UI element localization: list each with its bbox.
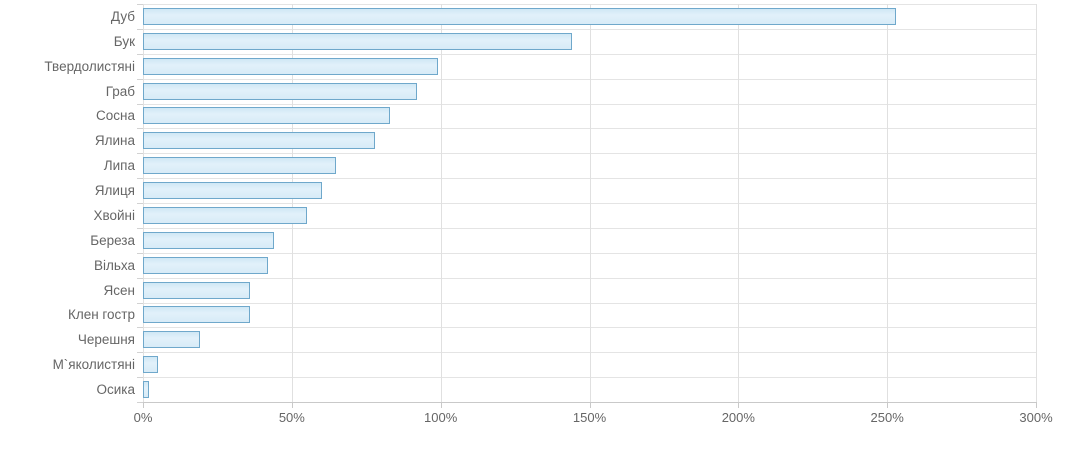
chart-bar[interactable] xyxy=(143,356,158,374)
x-axis-label: 100% xyxy=(424,410,458,425)
y-axis-tick xyxy=(137,302,143,304)
chart-bar[interactable] xyxy=(143,206,307,224)
chart-bar[interactable] xyxy=(143,381,149,399)
chart-bar[interactable] xyxy=(143,231,274,249)
x-axis-tick xyxy=(143,402,144,408)
y-axis-label: Ясен xyxy=(103,282,135,298)
y-axis-label: Хвойні xyxy=(93,207,135,223)
y-axis-label: Береза xyxy=(90,232,135,248)
y-axis-tick xyxy=(137,327,143,329)
y-axis-label: Осика xyxy=(96,382,135,398)
y-axis-tick xyxy=(137,227,143,229)
x-axis-tick xyxy=(887,402,889,408)
y-axis-label: М`яколистяні xyxy=(52,357,135,373)
chart-bar[interactable] xyxy=(143,7,897,25)
chart-bar[interactable] xyxy=(143,82,417,100)
y-axis-tick xyxy=(137,4,143,5)
y-axis-tick xyxy=(137,277,143,279)
vertical-gridline xyxy=(738,4,740,402)
y-axis-label: Клен гостр xyxy=(67,307,135,323)
y-axis-label: Ялина xyxy=(94,133,135,149)
y-axis-label: Липа xyxy=(103,158,135,174)
x-axis-label: 200% xyxy=(721,410,755,425)
chart-bar[interactable] xyxy=(143,57,438,75)
y-axis-label: Бук xyxy=(113,33,135,49)
vertical-gridline xyxy=(440,4,442,402)
x-axis-tick xyxy=(1036,402,1037,408)
y-axis-label: Черешня xyxy=(77,332,135,348)
chart-bar[interactable] xyxy=(143,281,251,299)
chart-bar[interactable] xyxy=(143,132,376,150)
chart-bar[interactable] xyxy=(143,182,322,200)
y-axis-tick xyxy=(137,203,143,204)
y-axis-tick xyxy=(137,28,143,30)
chart-bar[interactable] xyxy=(143,157,337,175)
x-axis-label: 150% xyxy=(572,410,607,425)
y-axis-tick xyxy=(137,103,143,105)
chart-bar[interactable] xyxy=(143,306,251,324)
vertical-gridline xyxy=(589,4,591,402)
x-axis-tick xyxy=(738,402,740,408)
y-axis-label: Сосна xyxy=(96,108,135,124)
y-axis-label: Вільха xyxy=(93,257,135,273)
y-axis-tick xyxy=(137,352,143,354)
y-axis-tick xyxy=(137,178,143,180)
y-axis-tick xyxy=(137,78,143,80)
y-axis-tick xyxy=(137,377,143,379)
y-axis-label: Твердолистяні xyxy=(44,58,135,74)
chart-bar[interactable] xyxy=(143,331,200,349)
x-axis-label: 0% xyxy=(133,410,153,425)
plot-area xyxy=(143,4,1037,402)
y-axis-tick xyxy=(137,53,143,55)
x-axis-tick xyxy=(589,402,591,408)
x-axis-tick xyxy=(440,402,442,408)
y-axis-tick xyxy=(137,252,143,254)
chart-bar[interactable] xyxy=(143,32,572,50)
y-axis-tick xyxy=(137,128,143,130)
y-axis-label: Дуб xyxy=(110,8,135,24)
y-axis-label: Ялиця xyxy=(94,183,135,199)
x-axis-label: 50% xyxy=(278,410,305,425)
x-axis-label: 250% xyxy=(870,410,904,425)
y-axis-tick xyxy=(137,402,143,403)
vertical-gridline xyxy=(1036,4,1037,402)
y-axis-tick xyxy=(137,153,143,155)
x-axis-label: 300% xyxy=(1019,410,1053,425)
x-axis-tick xyxy=(291,402,293,408)
vertical-gridline xyxy=(291,4,293,402)
chart-bar[interactable] xyxy=(143,256,269,274)
y-axis-label: Граб xyxy=(105,83,135,99)
chart-bar[interactable] xyxy=(143,107,391,125)
vertical-gridline xyxy=(143,4,144,402)
vertical-gridline xyxy=(887,4,889,402)
